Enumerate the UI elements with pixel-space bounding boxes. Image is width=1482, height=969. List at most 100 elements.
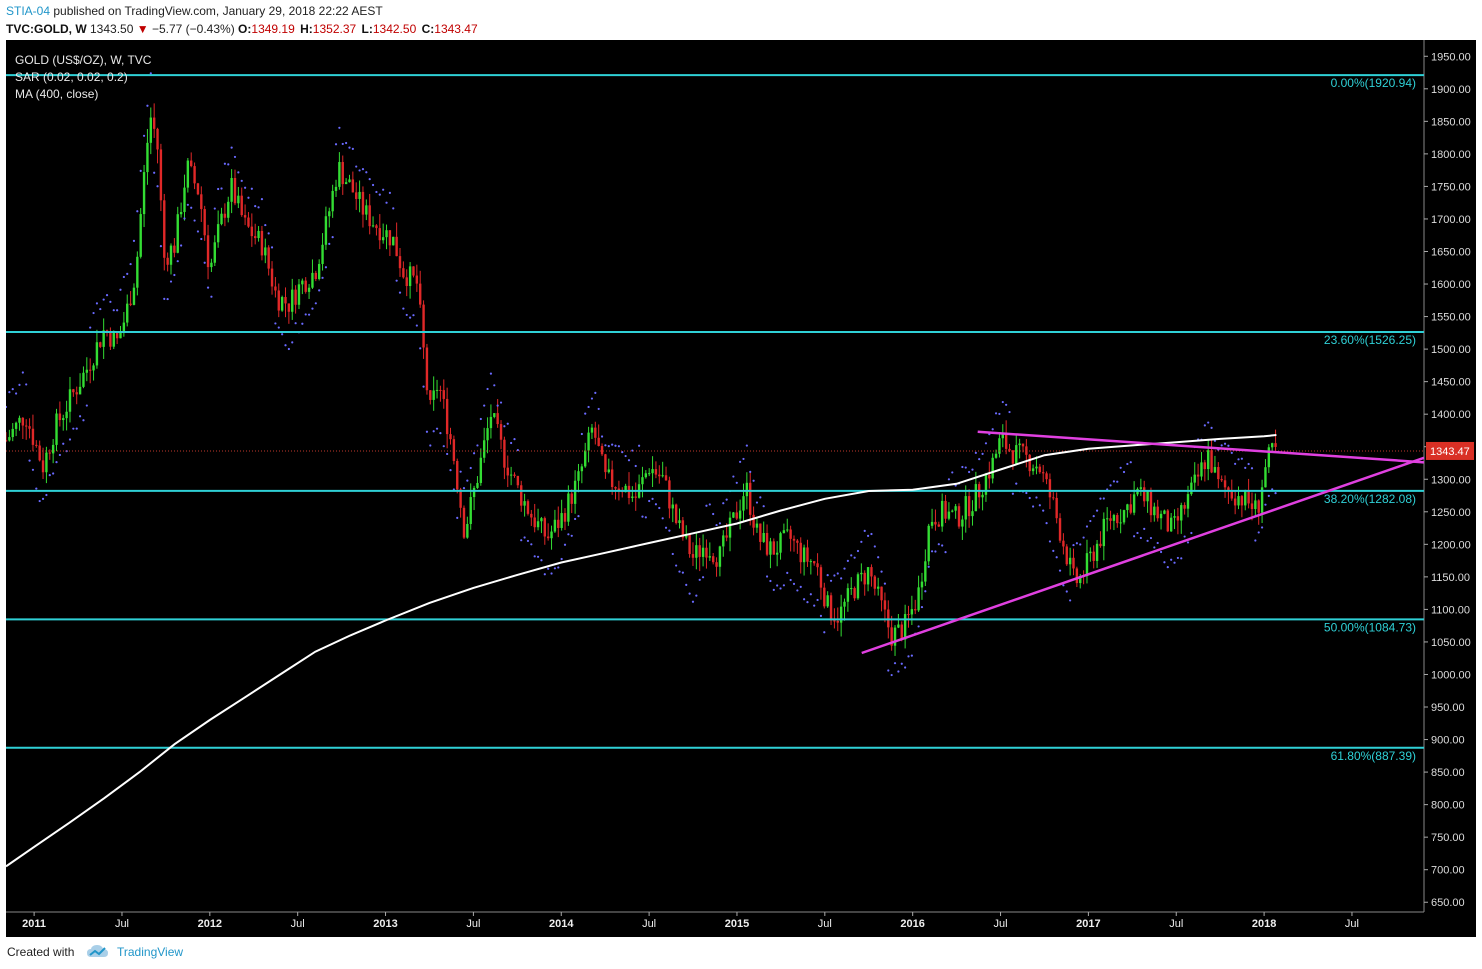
- legend-sar[interactable]: SAR (0.02, 0.02, 0.2): [15, 70, 128, 84]
- sar-dot: [257, 206, 260, 209]
- candle-body: [284, 297, 287, 304]
- candle-body: [297, 284, 301, 305]
- candle-body: [169, 245, 173, 265]
- sar-dot: [856, 549, 860, 553]
- sar-dot: [1264, 503, 1267, 506]
- sar-dot: [813, 604, 816, 607]
- candle-body: [1011, 450, 1015, 464]
- sar-dot: [227, 163, 230, 166]
- sar-dot: [142, 134, 146, 137]
- candle-body: [78, 386, 82, 395]
- price-chart[interactable]: 650.00 700.00 750.00 800.00 850.00 900.00 950.…: [4, 40, 1476, 937]
- sar-dot: [840, 577, 843, 580]
- candle-body: [826, 595, 829, 607]
- author-link[interactable]: STIA-04: [6, 4, 51, 18]
- candle-body: [230, 178, 233, 202]
- candle-body: [203, 209, 206, 236]
- legend-ma[interactable]: MA (400, close): [15, 87, 99, 101]
- sar-dot: [419, 347, 422, 350]
- last-price-label: 1343.47: [1430, 446, 1470, 458]
- sar-dot: [375, 190, 378, 194]
- candle-body: [334, 186, 338, 191]
- candle-body: [651, 469, 654, 474]
- candle-body: [796, 540, 799, 543]
- sar-dot: [318, 289, 321, 292]
- sar-dot: [92, 311, 95, 315]
- candle-body: [38, 445, 41, 461]
- sar-dot: [752, 479, 755, 482]
- candle-body: [156, 128, 159, 150]
- sar-dot: [1146, 539, 1149, 542]
- y-tick-label: 1300.00: [1431, 474, 1471, 486]
- candle-body: [890, 627, 893, 646]
- sar-dot: [846, 559, 849, 562]
- candle-body: [462, 507, 466, 538]
- candle-body: [243, 215, 247, 218]
- candle-body: [361, 191, 365, 215]
- candle-body: [324, 216, 328, 245]
- candle-body: [1095, 543, 1099, 561]
- candle-body: [200, 194, 203, 210]
- chart-area[interactable]: 650.00 700.00 750.00 800.00 850.00 900.00 950.…: [4, 40, 1476, 942]
- candle-body: [799, 542, 802, 563]
- sar-dot: [678, 570, 681, 573]
- x-tick-label: 2016: [900, 918, 924, 930]
- sar-dot: [664, 526, 668, 529]
- candle-body: [291, 289, 294, 312]
- sar-dot: [395, 279, 398, 282]
- candle-body: [516, 475, 520, 486]
- sar-dot: [563, 543, 567, 546]
- sar-dot: [1149, 536, 1153, 540]
- candle-body: [176, 214, 179, 253]
- x-tick-label: Jul: [291, 918, 305, 930]
- sar-dot: [361, 168, 365, 171]
- sar-dot: [176, 260, 179, 263]
- y-tick-label: 1950.00: [1431, 51, 1471, 63]
- candle-body: [102, 330, 105, 347]
- candle-body: [82, 372, 85, 387]
- sar-dot: [1190, 531, 1193, 535]
- candle-body: [331, 190, 334, 212]
- sar-dot: [25, 383, 28, 386]
- candle-body: [344, 182, 348, 185]
- sar-dot: [978, 458, 981, 461]
- sar-dot: [1102, 497, 1105, 500]
- sar-dot: [1065, 590, 1068, 593]
- sar-dot: [1203, 424, 1206, 427]
- sar-dot: [314, 302, 317, 305]
- x-tick-label: 2011: [22, 918, 46, 930]
- candle-body: [1146, 490, 1149, 502]
- sar-dot: [1092, 515, 1095, 518]
- candle-body: [1190, 482, 1193, 495]
- sar-dot: [823, 631, 826, 634]
- candle-body: [1180, 505, 1183, 521]
- candle-body: [85, 369, 89, 373]
- sar-dot: [230, 146, 233, 149]
- tradingview-link[interactable]: TradingView: [117, 945, 184, 959]
- ohlc-key: L:: [361, 22, 373, 36]
- candle-body: [809, 561, 813, 563]
- candle-body: [688, 533, 691, 555]
- candle-body: [35, 444, 38, 446]
- candle-body: [419, 283, 422, 305]
- candle-body: [1270, 443, 1274, 448]
- sar-dot: [604, 444, 607, 447]
- sar-dot: [611, 443, 614, 446]
- candle-body: [257, 230, 260, 239]
- sar-dot: [1274, 491, 1277, 495]
- candle-body: [499, 424, 503, 440]
- candle-body: [587, 432, 590, 451]
- sar-dot: [510, 441, 513, 445]
- candle-body: [8, 437, 11, 441]
- y-tick-label: 1400.00: [1431, 409, 1471, 421]
- candle-body: [186, 160, 190, 188]
- sar-dot: [1082, 536, 1085, 539]
- sar-dot: [371, 183, 375, 187]
- fib-level-label: 50.00%(1084.73): [1324, 620, 1416, 634]
- sar-dot: [18, 383, 21, 386]
- legend-title[interactable]: GOLD (US$/OZ), W, TVC: [15, 53, 152, 67]
- sar-dot: [961, 465, 964, 469]
- candle-body: [523, 501, 526, 506]
- x-tick-label: Jul: [466, 918, 480, 930]
- candle-body: [782, 530, 786, 534]
